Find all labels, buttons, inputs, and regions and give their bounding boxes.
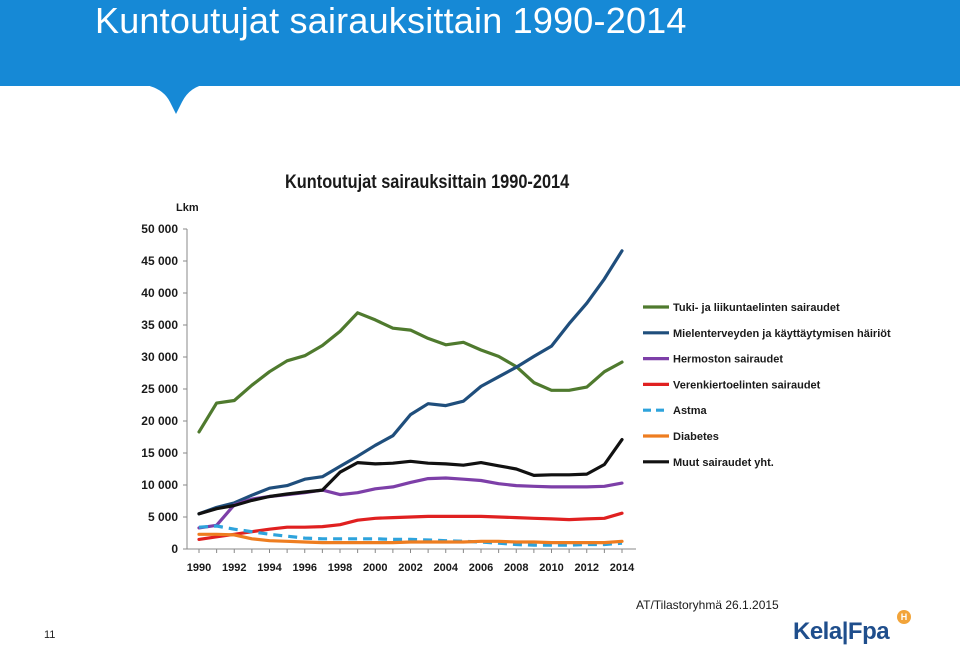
legend-label: Tuki- ja liikuntaelinten sairaudet — [673, 302, 840, 314]
x-tick-label: 1990 — [187, 562, 211, 574]
x-tick-label: 2008 — [504, 562, 528, 574]
series-line-6 — [197, 532, 624, 545]
x-tick-label: 2000 — [363, 562, 387, 574]
y-tick-label: 50 000 — [141, 222, 178, 236]
y-tick-label: 15 000 — [141, 446, 178, 460]
series-line-2 — [197, 249, 624, 516]
y-tick-label: 35 000 — [141, 318, 178, 332]
logo-text: Kela|Fpa — [793, 618, 890, 645]
x-tick-label: 1996 — [293, 562, 317, 574]
x-tick-label: 2014 — [610, 562, 635, 574]
legend-label: Diabetes — [673, 431, 719, 443]
legend-label: Verenkiertoelinten sairaudet — [673, 379, 821, 391]
y-tick-label: 30 000 — [141, 350, 178, 364]
source-label: AT/Tilastoryhmä 26.1.2015 — [636, 598, 779, 612]
legend-label: Muut sairaudet yht. — [673, 457, 774, 469]
y-axis-unit-label: Lkm — [176, 202, 199, 214]
y-tick-label: 25 000 — [141, 382, 178, 396]
logo-badge-icon: H — [897, 610, 911, 624]
x-tick-label: 1994 — [257, 562, 282, 574]
legend-label: Hermoston sairaudet — [673, 354, 783, 366]
kela-logo: Kela|Fpa H — [793, 610, 913, 650]
page-number: 11 — [44, 629, 56, 641]
series-line-5 — [198, 524, 623, 547]
x-tick-label: 2010 — [539, 562, 563, 574]
series-line-7 — [197, 438, 624, 516]
x-tick-label: 2012 — [575, 562, 599, 574]
y-tick-label: 0 — [171, 542, 178, 556]
slide-title: Kuntoutujat sairauksittain 1990-2014 — [95, 0, 687, 41]
x-tick-label: 2006 — [469, 562, 493, 574]
header-tab-decoration — [150, 84, 208, 114]
x-tick-label: 1998 — [328, 562, 352, 574]
y-tick-label: 45 000 — [141, 254, 178, 268]
series-line-4 — [197, 511, 624, 542]
x-tick-label: 2002 — [398, 562, 422, 574]
slide-header — [0, 0, 960, 86]
y-tick-label: 10 000 — [141, 478, 178, 492]
x-tick-label: 1992 — [222, 562, 246, 574]
y-tick-label: 5 000 — [148, 510, 178, 524]
y-tick-label: 40 000 — [141, 286, 178, 300]
chart-title: Kuntoutujat sairauksittain 1990-2014 — [285, 172, 570, 193]
x-tick-label: 2004 — [434, 562, 459, 574]
y-tick-label: 20 000 — [141, 414, 178, 428]
legend-label: Astma — [673, 405, 708, 417]
series-line-1 — [197, 311, 624, 434]
legend-label: Mielenterveyden ja käyttäytymisen häiriö… — [673, 328, 891, 340]
